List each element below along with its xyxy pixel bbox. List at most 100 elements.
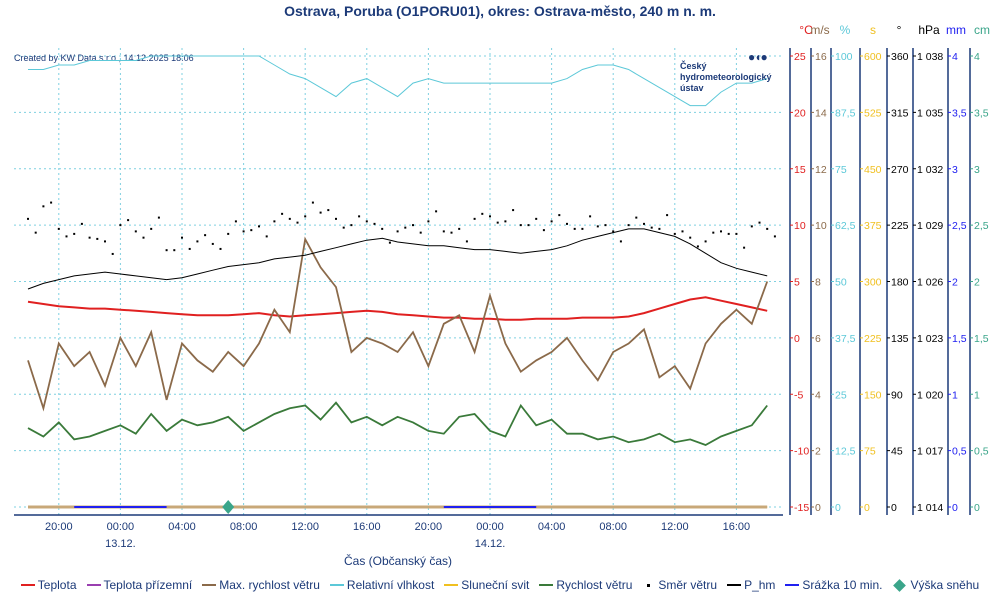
wind-direction-point xyxy=(766,227,769,230)
x-tick-label: 04:00 xyxy=(168,521,196,533)
legend-item[interactable]: Směr větru xyxy=(642,578,717,592)
wind-direction-point xyxy=(519,224,522,227)
legend-swatch-icon xyxy=(727,584,742,586)
wind-direction-point xyxy=(388,241,391,244)
legend-label: P_hm xyxy=(744,578,776,592)
wind-direction-point xyxy=(419,231,422,234)
wind-direction-point xyxy=(442,230,445,233)
wind-direction-point xyxy=(712,231,715,234)
wind-direction-point xyxy=(758,221,761,224)
wind-direction-point xyxy=(465,240,468,243)
x-axis-title: Čas (Občanský čas) xyxy=(344,553,452,568)
snow-height-marker xyxy=(222,500,235,514)
wind-direction-point xyxy=(550,220,553,223)
x-tick-label: 16:00 xyxy=(353,521,381,533)
wind-direction-point xyxy=(673,232,676,235)
y-tick-label: 1 038 xyxy=(917,51,943,63)
wind-direction-point xyxy=(119,224,122,227)
wind-direction-point xyxy=(204,234,207,237)
legend-swatch-icon xyxy=(20,584,35,586)
y-tick-label: 2,5 xyxy=(952,220,967,232)
legend-item[interactable]: Relativní vlhkost xyxy=(329,578,435,592)
wind-direction-point xyxy=(265,235,268,238)
logo-line1: Český xyxy=(680,61,707,71)
legend-label: Sluneční svit xyxy=(461,578,530,592)
y-tick-label: 1,5 xyxy=(952,333,967,345)
x-tick-label: 00:00 xyxy=(107,521,135,533)
wind-direction-point xyxy=(489,215,491,218)
wind-direction-point xyxy=(619,240,622,243)
y-tick-label: 14 xyxy=(815,107,827,119)
wind-direction-point xyxy=(288,217,291,220)
wind-direction-point xyxy=(34,231,37,234)
x-date-label: 13.12. xyxy=(105,538,136,550)
legend-swatch-icon xyxy=(647,583,651,587)
wind-direction-point xyxy=(604,224,607,227)
wind-direction-point xyxy=(612,230,615,233)
wind-direction-point xyxy=(450,231,453,234)
wind-direction-point xyxy=(111,252,114,255)
y-tick-label: 0 xyxy=(794,333,800,345)
y-tick-label: 1,5 xyxy=(974,333,989,345)
wind-direction-point xyxy=(127,219,130,222)
wind-direction-point xyxy=(327,209,330,212)
legend-item[interactable]: Teplota přízemní xyxy=(86,578,192,592)
wind-direction-point xyxy=(350,224,353,227)
y-tick-label: 0 xyxy=(864,502,870,514)
x-tick-label: 20:00 xyxy=(415,521,443,533)
y-tick-label: 180 xyxy=(891,277,909,289)
legend-swatch-icon xyxy=(86,584,101,586)
logo-line3: ústav xyxy=(680,83,704,93)
legend-item[interactable]: P_hm xyxy=(727,578,775,592)
wind-direction-point xyxy=(181,236,183,239)
wind-direction-point xyxy=(219,247,222,250)
wind-direction-point xyxy=(242,230,245,233)
legend-label: Max. rychlost větru xyxy=(219,578,320,592)
legend-item[interactable]: Teplota xyxy=(20,578,77,592)
y-tick-label: 2 xyxy=(952,277,958,289)
wind-direction-point xyxy=(650,226,653,229)
wind-direction-point xyxy=(104,240,106,243)
legend-swatch-icon xyxy=(202,584,217,586)
y-tick-label: 10 xyxy=(815,220,827,232)
credit-text: Created by KW Data s.r.o., 14.12.2025 18… xyxy=(14,53,194,63)
y-tick-label: 135 xyxy=(891,333,909,345)
y-tick-label: 45 xyxy=(891,446,903,458)
legend-item[interactable]: Srážka 10 min. xyxy=(785,578,882,592)
legend-label: Teplota xyxy=(37,578,77,592)
wind-direction-point xyxy=(358,215,361,218)
wind-direction-point xyxy=(535,217,538,220)
wind-direction-point xyxy=(211,242,214,245)
y-tick-label: 0,5 xyxy=(974,446,989,458)
legend-label: Směr větru xyxy=(658,578,718,592)
y-tick-label: 525 xyxy=(864,107,882,119)
wind-direction-point xyxy=(281,212,284,215)
y-tick-label: 37,5 xyxy=(835,333,856,345)
legend-item[interactable]: Sluneční svit xyxy=(444,578,529,592)
series-max-rychlost-v-tru xyxy=(27,236,769,412)
y-axis-unit: ° xyxy=(897,23,902,37)
x-tick-label: 08:00 xyxy=(230,521,258,533)
x-tick-label: 08:00 xyxy=(599,521,627,533)
logo-line2: hydrometeorologický xyxy=(680,72,772,82)
wind-direction-point xyxy=(342,226,345,229)
legend-item[interactable]: Max. rychlost větru xyxy=(202,578,320,592)
wind-direction-point xyxy=(57,227,60,230)
wind-direction-point xyxy=(157,216,160,219)
wind-direction-point xyxy=(581,227,584,230)
x-tick-label: 20:00 xyxy=(45,521,73,533)
y-tick-label: -5 xyxy=(794,389,803,401)
y-tick-label: 5 xyxy=(794,277,800,289)
y-tick-label: 6 xyxy=(815,333,821,345)
wind-direction-point xyxy=(381,227,384,230)
legend-label: Srážka 10 min. xyxy=(802,578,883,592)
legend-item[interactable]: Výška sněhu xyxy=(892,578,979,592)
y-axis-unit: % xyxy=(840,23,851,37)
wind-direction-point xyxy=(720,230,722,233)
legend-label: Relativní vlhkost xyxy=(346,578,435,592)
y-tick-label: 3 xyxy=(974,164,980,176)
wind-direction-point xyxy=(412,224,414,227)
legend-item[interactable]: Rychlost větru xyxy=(539,578,632,592)
y-tick-label: 1 xyxy=(974,389,980,401)
y-tick-label: 75 xyxy=(864,446,876,458)
